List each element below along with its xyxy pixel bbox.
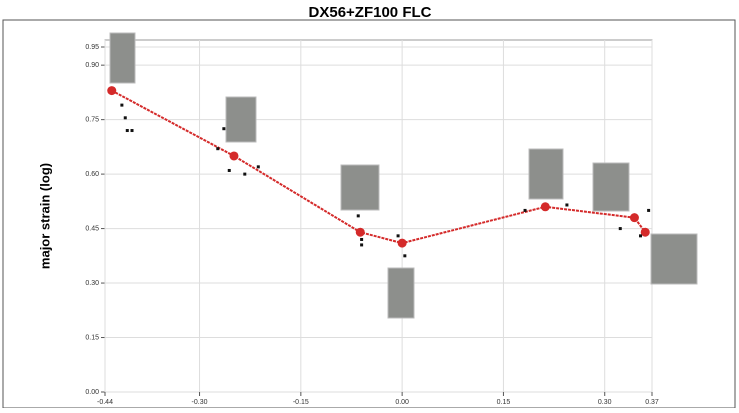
photo (593, 163, 629, 211)
y-axis-label: major strain (log) (37, 163, 52, 269)
flc-point (398, 239, 407, 248)
flc-point (541, 202, 550, 211)
photo (110, 33, 135, 83)
chart: DX56+ZF100 FLC major strain (log) 0.00 0.… (0, 0, 739, 408)
strain-point (647, 209, 650, 212)
strain-point (216, 147, 219, 150)
x-tick-label: -0.15 (293, 399, 309, 406)
photo (341, 165, 379, 210)
strain-point (126, 129, 129, 132)
y-tick-label: 0.30 (85, 280, 99, 287)
flc-point (641, 228, 650, 237)
x-tick-label: 0.37 (645, 399, 659, 406)
y-tick-label: 0.00 (85, 389, 99, 396)
strain-point (243, 173, 246, 176)
strain-point (639, 234, 642, 237)
y-tick-label: 0.95 (85, 44, 99, 51)
strain-point (222, 127, 225, 130)
strain-point (524, 209, 527, 212)
strain-point (397, 234, 400, 237)
flc-point (356, 228, 365, 237)
strain-point (131, 129, 134, 132)
strain-point (360, 243, 363, 246)
photo (651, 234, 697, 284)
y-tick-label: 0.60 (85, 171, 99, 178)
x-tick-label: 0.30 (598, 399, 612, 406)
y-tick-label: 0.75 (85, 116, 99, 123)
photo (226, 97, 256, 142)
strain-point (619, 227, 622, 230)
photo (529, 149, 563, 199)
x-tick-label: 0.00 (395, 399, 409, 406)
strain-point (120, 104, 123, 107)
x-tick-label: 0.15 (497, 399, 511, 406)
strain-point (124, 116, 127, 119)
flc-point (229, 151, 238, 160)
photo (388, 268, 414, 318)
y-tick-label: 0.45 (85, 225, 99, 232)
strain-point (360, 238, 363, 241)
flc-point (630, 213, 639, 222)
strain-point (403, 254, 406, 257)
chart-title: DX56+ZF100 FLC (309, 4, 432, 21)
y-tick-label: 0.90 (85, 62, 99, 69)
strain-point (228, 169, 231, 172)
strain-point (565, 203, 568, 206)
strain-point (257, 165, 260, 168)
flc-point (107, 86, 116, 95)
y-tick-label: 0.15 (85, 334, 99, 341)
strain-point (357, 214, 360, 217)
x-tick-label: -0.30 (192, 399, 208, 406)
x-tick-label: -0.44 (97, 399, 113, 406)
